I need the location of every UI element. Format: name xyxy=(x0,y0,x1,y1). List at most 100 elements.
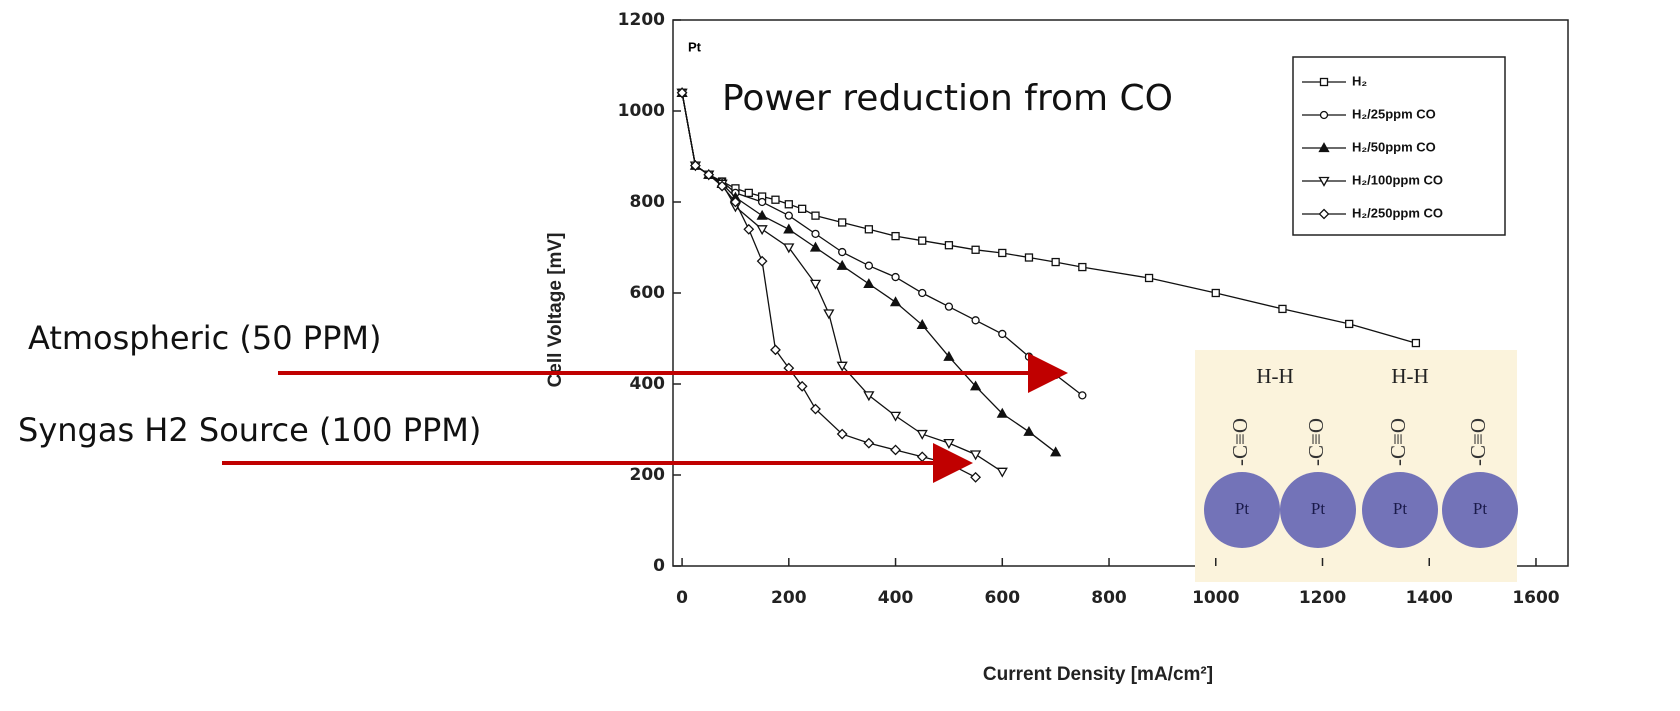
atom xyxy=(1204,472,1280,548)
legend-label: H₂/25ppm CO xyxy=(1352,106,1436,121)
marker xyxy=(1319,77,1329,87)
x-tick-label: 1400 xyxy=(1406,588,1453,608)
marker xyxy=(756,225,768,236)
y-tick-label: 200 xyxy=(630,465,666,485)
marker xyxy=(744,188,753,198)
y-tick-label: 1000 xyxy=(618,101,665,121)
marker xyxy=(1318,208,1330,220)
marker xyxy=(796,380,808,392)
marker xyxy=(1078,262,1087,272)
marker xyxy=(970,471,982,483)
marker xyxy=(916,429,928,440)
marker xyxy=(969,380,982,391)
y-tick-label: 600 xyxy=(630,283,666,303)
legend-label: H₂/250ppm CO xyxy=(1352,205,1443,220)
marker xyxy=(730,196,741,208)
x-tick-label: 600 xyxy=(985,588,1021,608)
marker xyxy=(1144,273,1154,283)
marker xyxy=(864,225,874,234)
y-tick-label: 400 xyxy=(630,374,666,394)
legend-label: H₂/100ppm CO xyxy=(1352,172,1443,187)
marker xyxy=(1278,304,1287,314)
marker xyxy=(1024,352,1034,361)
marker xyxy=(890,444,901,456)
marker xyxy=(836,361,848,372)
marker xyxy=(889,296,902,307)
x-tick-label: 1600 xyxy=(1512,588,1559,608)
corner-label: Pt xyxy=(688,39,702,54)
plot: 0 200 400 600 800 1000 1200 1400 1600 0 200 400 600 8… xyxy=(618,10,1560,608)
marker xyxy=(916,319,928,329)
marker xyxy=(676,87,688,99)
y-tick-label: 800 xyxy=(630,192,666,212)
marker xyxy=(810,403,821,415)
inset-label: -C≡O xyxy=(1228,418,1252,466)
legend xyxy=(1292,56,1506,236)
marker xyxy=(809,241,822,252)
marker xyxy=(838,218,847,227)
marker xyxy=(916,451,928,463)
inset-label: Pt xyxy=(1311,499,1325,518)
marker xyxy=(998,248,1007,258)
marker xyxy=(770,344,781,356)
annotation: Syngas H2 Source (100 PPM) xyxy=(18,411,481,449)
marker xyxy=(836,259,848,270)
inset-label: -C≡O xyxy=(1304,418,1328,466)
marker xyxy=(716,180,728,192)
marker xyxy=(756,209,768,220)
marker xyxy=(1050,446,1062,457)
marker xyxy=(1319,110,1329,120)
marker xyxy=(996,467,1008,478)
y-tick-label: 0 xyxy=(653,556,665,576)
marker xyxy=(1078,391,1087,400)
marker xyxy=(1051,257,1060,267)
x-tick-label: 0 xyxy=(676,588,688,608)
marker xyxy=(743,223,755,235)
legend-label: H₂/50ppm CO xyxy=(1352,139,1436,154)
marker xyxy=(969,450,982,461)
atom xyxy=(1442,472,1518,548)
marker xyxy=(996,407,1008,418)
marker xyxy=(1318,142,1330,153)
marker xyxy=(864,261,874,270)
marker xyxy=(944,302,954,311)
marker xyxy=(863,437,875,449)
marker xyxy=(771,195,780,204)
atom xyxy=(1362,472,1438,548)
inset-label: Pt xyxy=(1393,499,1407,518)
legend-label: H₂ xyxy=(1352,73,1367,88)
marker xyxy=(1024,253,1034,262)
marker xyxy=(891,272,900,282)
marker xyxy=(784,211,793,220)
marker xyxy=(703,169,715,181)
series-line xyxy=(681,92,1003,473)
inset-label: Pt xyxy=(1473,499,1487,518)
marker xyxy=(1345,319,1354,329)
marker xyxy=(811,211,820,220)
y-axis-title: Cell Voltage [mV] xyxy=(545,233,566,388)
inset-label: H-H xyxy=(1391,364,1428,388)
marker xyxy=(783,223,795,234)
marker xyxy=(757,197,767,207)
marker xyxy=(944,241,954,250)
x-tick-label: 1000 xyxy=(1192,588,1239,608)
marker xyxy=(811,229,820,239)
marker xyxy=(943,350,955,361)
marker xyxy=(889,411,902,422)
marker xyxy=(783,243,795,254)
marker xyxy=(943,439,955,449)
series-line xyxy=(681,92,1083,396)
x-axis-title: Current Density [mA/cm²] xyxy=(983,664,1213,685)
marker xyxy=(809,279,822,290)
y-tick-label: 1200 xyxy=(618,10,665,30)
marker xyxy=(823,309,835,320)
marker xyxy=(798,204,807,213)
marker xyxy=(756,255,768,267)
marker xyxy=(918,236,927,245)
marker xyxy=(1411,338,1421,348)
inset-drawing: H-H H-H -C≡O -C≡O -C≡O -C≡O Pt Pt Pt Pt xyxy=(1204,364,1518,548)
marker xyxy=(971,245,980,254)
x-tick-label: 200 xyxy=(771,588,807,608)
inset-label: H-H xyxy=(1256,364,1293,388)
